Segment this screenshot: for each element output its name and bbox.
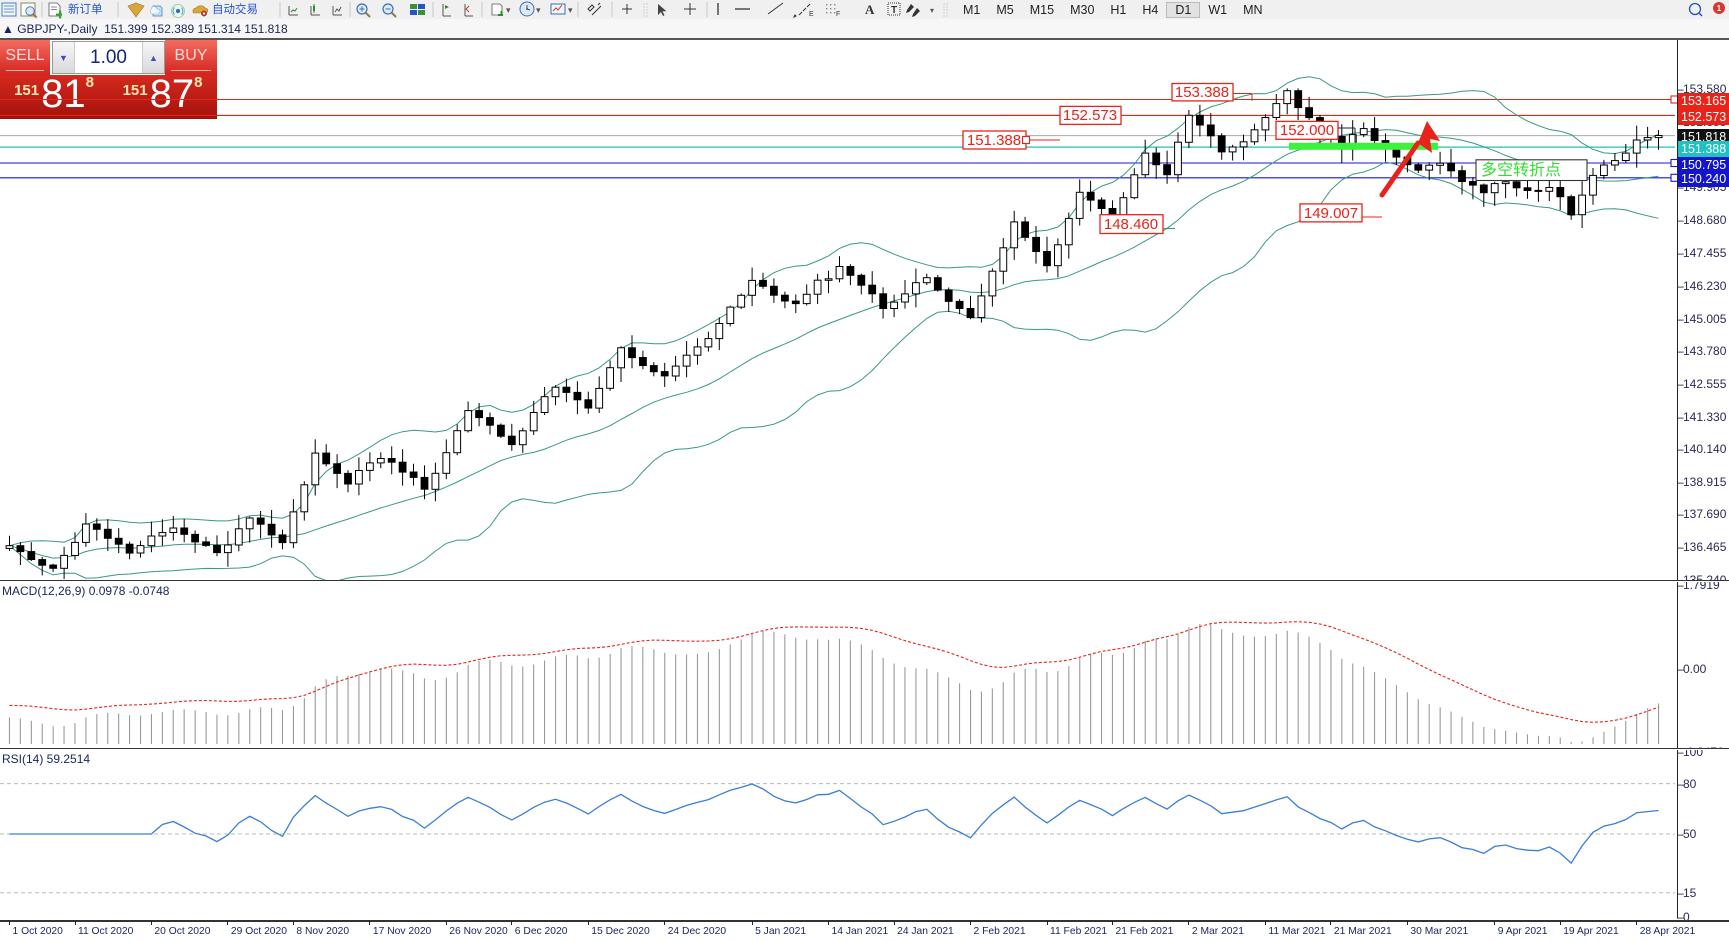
svg-text:153.388: 153.388 — [1175, 84, 1229, 101]
svg-text:149.007: 149.007 — [1304, 205, 1358, 222]
svg-text:152.000: 152.000 — [1280, 122, 1334, 139]
svg-text:152.573: 152.573 — [1063, 107, 1117, 124]
svg-text:148.460: 148.460 — [1104, 216, 1158, 233]
svg-text:151.388: 151.388 — [967, 132, 1021, 149]
svg-text:1: 1 — [1717, 4, 1722, 13]
svg-text:多空转折点: 多空转折点 — [1481, 161, 1561, 179]
